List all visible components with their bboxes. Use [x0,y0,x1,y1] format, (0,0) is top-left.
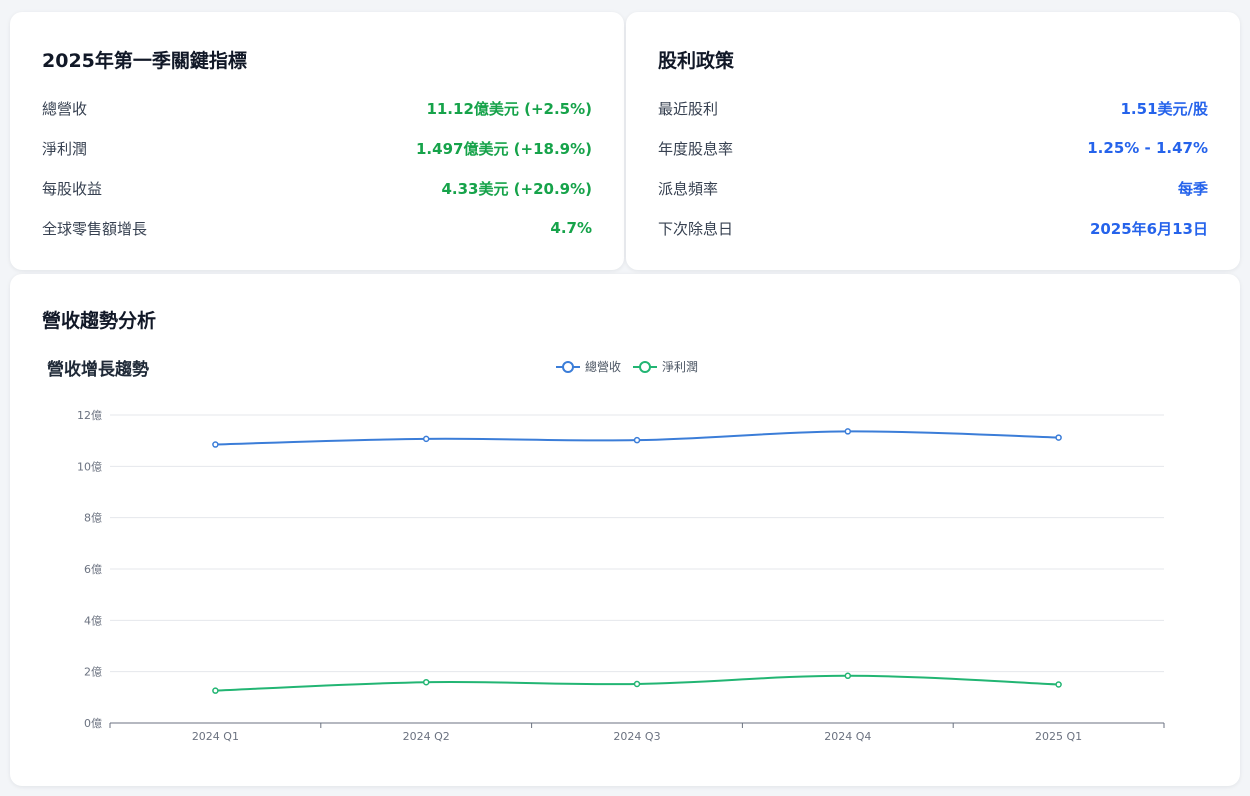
y-tick-label: 12億 [77,409,102,422]
y-tick-label: 4億 [84,614,102,627]
metric-row-revenue: 總營收 11.12億美元 (+2.5%) [42,96,592,120]
metric-value: 1.497億美元 (+18.9%) [416,139,592,158]
dividend-row-ex-date: 下次除息日 2025年6月13日 [658,216,1208,240]
legend-label: 總營收 [585,359,621,374]
metric-row-retail-growth: 全球零售額增長 4.7% [42,216,592,240]
x-tick-label: 2024 Q2 [403,730,450,743]
metric-row-eps: 每股收益 4.33美元 (+20.9%) [42,176,592,200]
key-metrics-title: 2025年第一季關鍵指標 [42,50,247,72]
chart-title: 營收增長趨勢 [47,359,149,380]
dividend-value: 1.25% - 1.47% [1087,139,1208,157]
y-tick-label: 8億 [84,512,102,525]
x-tick-label: 2025 Q1 [1035,730,1082,743]
metric-label: 全球零售額增長 [42,219,148,238]
dividend-value: 1.51美元/股 [1120,99,1209,118]
legend-label: 淨利潤 [662,360,698,374]
data-point [212,687,219,694]
legend-marker-icon [562,361,574,373]
dividend-label: 最近股利 [658,99,719,118]
dividend-row-latest: 最近股利 1.51美元/股 [658,96,1208,120]
dividend-row-yield: 年度股息率 1.25% - 1.47% [658,136,1208,160]
dividend-value: 2025年6月13日 [1089,219,1208,238]
data-point [1055,434,1062,441]
revenue-trend-section-title: 營收趨勢分析 [42,310,157,332]
data-point [633,436,641,444]
data-point [1055,681,1062,688]
revenue-trend-chart: 營收增長趨勢 總營收 淨利潤 0億 2億 4億 6億 8億 10億 12億 2024 Q1 2024 … [47,359,1165,743]
key-metrics-card: 2025年第一季關鍵指標 總營收 11.12億美元 (+2.5%) 淨利潤 1.… [10,12,624,270]
data-point [844,428,852,435]
revenue-trend-card: 營收趨勢分析 營收增長趨勢 總營收 淨利潤 0億 2億 4億 6億 8億 10億 12億 2024 … [10,274,1240,786]
metric-value: 11.12億美元 (+2.5%) [426,99,592,118]
dividend-row-frequency: 派息頻率 每季 [658,176,1208,200]
metric-label: 總營收 [42,99,88,118]
data-point [633,680,641,688]
metric-label: 每股收益 [42,179,103,198]
data-point [844,672,852,680]
dividend-label: 下次除息日 [658,219,734,238]
dividend-policy-title: 股利政策 [658,50,735,72]
metric-value: 4.33美元 (+20.9%) [441,179,592,198]
metric-row-net-profit: 淨利潤 1.497億美元 (+18.9%) [42,136,592,160]
data-point [422,678,430,686]
dividend-policy-card: 股利政策 最近股利 1.51美元/股 年度股息率 1.25% - 1.47% 派… [626,12,1240,270]
data-point [212,441,219,448]
y-tick-label: 2億 [84,666,102,679]
metric-value: 4.7% [550,219,592,237]
dividend-label: 年度股息率 [658,139,734,158]
data-point [422,435,430,443]
x-tick-label: 2024 Q3 [613,730,660,743]
y-tick-label: 0億 [84,717,102,730]
y-tick-label: 10億 [77,460,102,473]
x-tick-label: 2024 Q1 [192,730,239,743]
dividend-value: 每季 [1177,179,1208,198]
metric-label: 淨利潤 [42,139,88,158]
legend-marker-icon [639,361,651,373]
y-tick-label: 6億 [84,563,102,576]
dividend-label: 派息頻率 [658,179,719,198]
x-tick-label: 2024 Q4 [824,730,871,743]
